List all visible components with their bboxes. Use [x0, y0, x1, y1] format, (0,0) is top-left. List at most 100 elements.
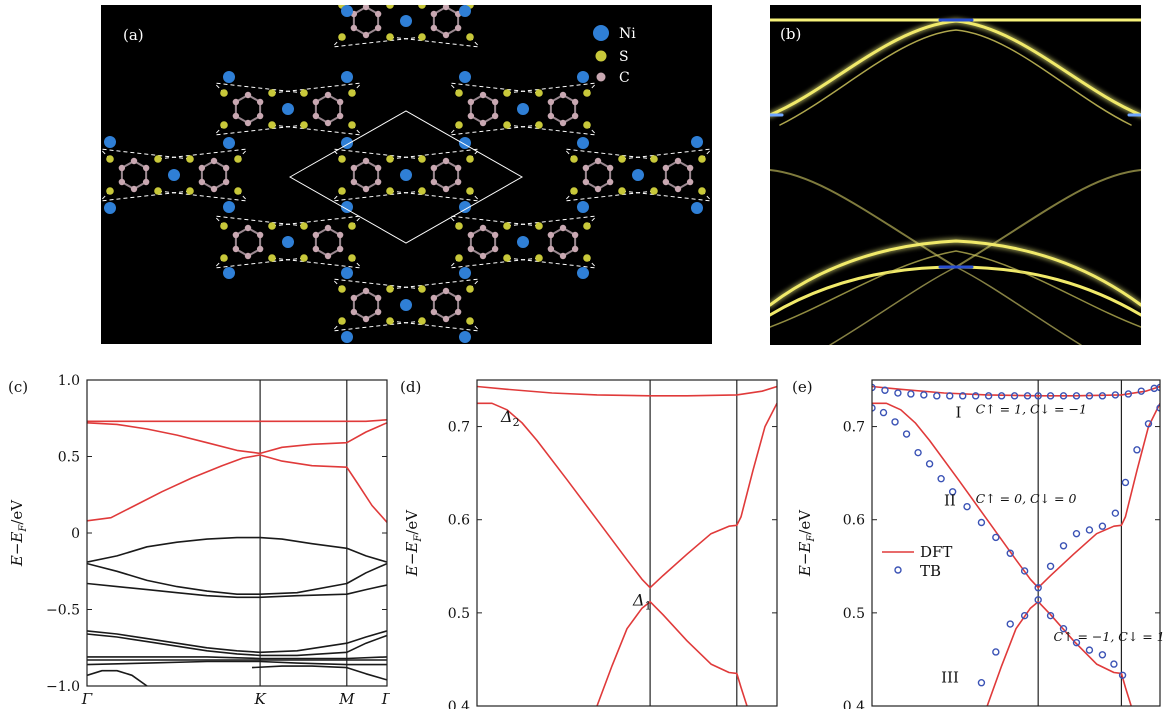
carbon-atom	[479, 91, 487, 99]
structure-atoms	[104, 1, 706, 343]
tb-point	[933, 392, 941, 400]
y-tick-label: 0.5	[58, 450, 80, 466]
carbon-atom	[350, 24, 358, 32]
nickel-atom	[168, 169, 180, 181]
sulfur-atom	[466, 317, 474, 325]
carbon-atom	[362, 3, 370, 11]
nickel-atom	[223, 201, 235, 213]
sulfur-atom	[455, 121, 463, 129]
sulfur-atom	[503, 121, 511, 129]
carbon-atom	[430, 178, 438, 186]
tb-point	[1023, 392, 1032, 400]
band-label: I	[956, 403, 962, 421]
carbon-atom	[312, 231, 320, 239]
tb-point	[937, 475, 945, 483]
tb-point	[1034, 584, 1042, 592]
sulfur-atom	[220, 254, 228, 262]
carbon-atom	[594, 185, 602, 193]
tb-point	[1124, 390, 1133, 398]
carbon-atom	[374, 10, 382, 18]
molecule-unit	[455, 222, 591, 262]
tb-point	[1156, 404, 1160, 412]
sulfur-atom	[583, 254, 591, 262]
chern-number-label: C↑ = −1, C↓ = 1	[1053, 629, 1164, 644]
carbon-atom	[442, 185, 450, 193]
sulfur-atom	[455, 254, 463, 262]
sulfur-atom	[300, 254, 308, 262]
tb-point	[1085, 392, 1094, 400]
band-line	[596, 600, 748, 706]
sulfur-atom	[268, 222, 276, 230]
tb-point	[1006, 549, 1014, 557]
sulfur-atom	[338, 155, 346, 163]
y-tick-label: 0.4	[448, 699, 470, 709]
carbon-atom	[479, 224, 487, 232]
sulfur-atom	[535, 121, 543, 129]
chern-number-label: C↑ = 1, C↓ = −1	[976, 402, 1087, 417]
carbon-atom	[467, 245, 475, 253]
nickel-atom	[577, 267, 589, 279]
sulfur-atom	[338, 317, 346, 325]
carbon-atom	[479, 119, 487, 127]
sulfur-atom	[268, 254, 276, 262]
sulfur-atom	[338, 33, 346, 41]
sulfur-atom	[154, 187, 162, 195]
panel-tag: (c)	[8, 378, 28, 396]
carbon-atom	[256, 245, 264, 253]
sulfur-atom	[186, 155, 194, 163]
sulfur-atom	[466, 285, 474, 293]
carbon-atom	[118, 178, 126, 186]
carbon-atom	[571, 98, 579, 106]
carbon-atom	[582, 178, 590, 186]
nickel-atom	[459, 331, 471, 343]
carbon-atom	[198, 178, 206, 186]
sulfur-atom	[300, 222, 308, 230]
sulfur-atom	[583, 89, 591, 97]
molecule-unit	[455, 89, 591, 129]
tb-point	[1034, 596, 1042, 604]
valence-band	[87, 562, 387, 595]
tb-point	[907, 390, 915, 398]
tb-point	[1046, 562, 1055, 570]
edge-dome-outer	[768, 19, 1143, 117]
nickel-atom	[577, 201, 589, 213]
carbon-atom	[559, 119, 567, 127]
carbon-atom	[312, 98, 320, 106]
chern-number-label: C↑ = 0, C↓ = 0	[976, 491, 1077, 506]
nickel-atom	[459, 201, 471, 213]
carbon-atom	[571, 245, 579, 253]
tb-point	[1118, 671, 1127, 679]
unit-cell-rhombus	[288, 110, 524, 244]
tb-point	[1111, 391, 1120, 399]
sulfur-atom	[348, 222, 356, 230]
tb-point	[977, 679, 986, 687]
tb-point	[902, 430, 911, 438]
y-tick-label: 0.5	[843, 606, 865, 622]
sulfur-atom	[650, 187, 658, 195]
carbon-atom	[374, 308, 382, 316]
sulfur-atom	[618, 187, 626, 195]
tb-point	[977, 518, 986, 527]
carbon-atom	[362, 315, 370, 323]
nickel-atom	[341, 267, 353, 279]
carbon-atom	[491, 112, 499, 120]
carbon-atom	[350, 308, 358, 316]
tb-point	[920, 391, 928, 399]
tb-point	[1098, 651, 1107, 659]
legend-tb-marker	[894, 566, 902, 574]
sulfur-atom	[348, 121, 356, 129]
tb-point	[1046, 611, 1055, 620]
carbon-atom	[454, 294, 462, 302]
carbon-atom	[571, 112, 579, 120]
nickel-atom	[223, 267, 235, 279]
dft-band	[872, 385, 1160, 397]
tb-point	[1059, 542, 1068, 550]
sulfur-atom	[418, 317, 426, 325]
carbon-atom	[244, 91, 252, 99]
sulfur-atom	[466, 155, 474, 163]
sulfur-atom	[186, 187, 194, 195]
tb-point	[894, 389, 902, 397]
tb-point	[963, 502, 971, 511]
sulfur-atom	[386, 317, 394, 325]
y-tick-label: 0.6	[843, 513, 865, 529]
